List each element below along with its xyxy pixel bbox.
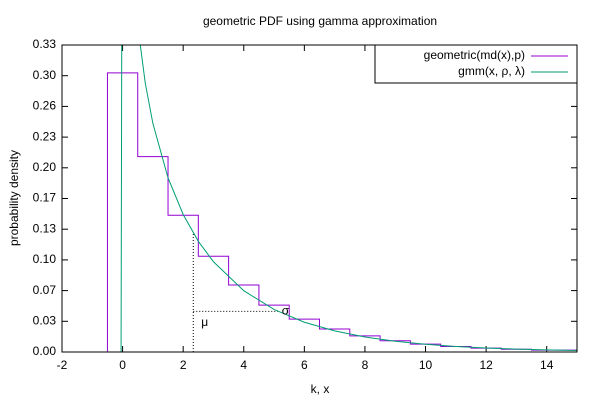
plot-frame [61, 44, 578, 353]
y-tick-label: 0.23 [33, 129, 57, 143]
x-tick-label: 4 [240, 358, 247, 372]
x-tick-label: -2 [57, 358, 68, 372]
x-tick-label: 2 [180, 358, 187, 372]
x-tick-label: 0 [119, 358, 126, 372]
y-axis-label: probability density [7, 150, 21, 246]
y-tick-label: 0.00 [33, 344, 57, 358]
mu-label: μ [201, 315, 208, 329]
step-line [106, 72, 577, 352]
chart-title: geometric PDF using gamma approximation [203, 14, 437, 28]
y-tick-label: 0.07 [33, 283, 57, 297]
y-tick-label: 0.10 [33, 252, 57, 266]
y-tick-label: 0.30 [33, 68, 57, 82]
y-tick-label: 0.26 [33, 99, 57, 113]
y-tick-label: 0.33 [33, 37, 57, 51]
legend-label: gmm(x, ρ, λ) [458, 64, 525, 78]
legend-label: geometric(md(x),p) [424, 48, 525, 62]
curve [120, 45, 577, 352]
plot-area [106, 45, 577, 352]
x-tick-label: 8 [362, 358, 369, 372]
y-tick-label: 0.03 [33, 313, 57, 327]
x-axis-label: k, x [311, 382, 330, 396]
y-tick-label: 0.20 [33, 160, 57, 174]
y-tick-label: 0.13 [33, 221, 57, 235]
legend-box [374, 44, 578, 84]
x-tick-label: 10 [419, 358, 433, 372]
x-tick-label: 14 [540, 358, 554, 372]
x-tick-label: 12 [479, 358, 493, 372]
sigma-label: σ [282, 304, 290, 318]
x-tick-label: 6 [301, 358, 308, 372]
y-tick-label: 0.17 [33, 191, 57, 205]
